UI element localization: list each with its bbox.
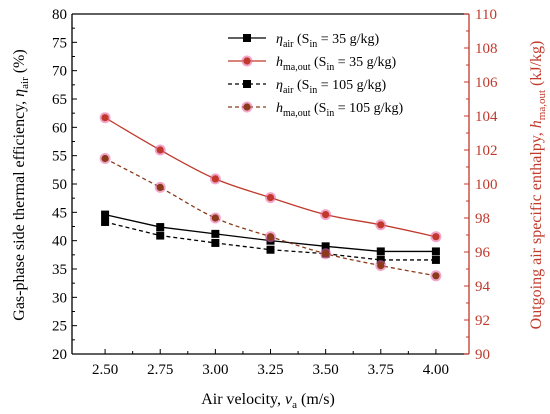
x-tick-label: 3.75: [368, 362, 394, 378]
y-left-tick-label: 80: [52, 7, 67, 23]
data-point-h35: [156, 146, 164, 154]
data-point-eta35: [431, 247, 440, 256]
data-point-eta35: [321, 242, 330, 251]
data-point-h35: [211, 175, 219, 183]
x-tick-label: 3.00: [202, 362, 228, 378]
data-point-eta105: [101, 217, 110, 226]
data-point-h35: [432, 233, 440, 241]
data-point-h105: [266, 233, 275, 241]
data-point-eta105: [156, 231, 165, 240]
y-left-tick-label: 50: [52, 177, 67, 193]
y-right-tick-label: 92: [475, 313, 490, 329]
y-left-tick-label: 30: [52, 290, 67, 306]
legend-marker-eta35: [243, 34, 251, 42]
y-left-tick-label: 45: [52, 205, 67, 221]
data-point-eta105: [266, 245, 275, 254]
x-axis-label: Air velocity, va (m/s): [201, 391, 335, 411]
legend-item-eta35: ηair (Sin = 35 g/kg): [228, 32, 380, 50]
legend-label-h105: hma,out (Sin = 105 g/kg): [276, 101, 404, 119]
data-point-h105: [432, 272, 440, 280]
data-point-h35: [266, 194, 275, 202]
y-right-tick-label: 96: [475, 245, 491, 261]
data-point-h105: [377, 262, 385, 270]
x-tick-label: 2.75: [147, 362, 173, 378]
y-left-tick-label: 55: [52, 149, 67, 165]
x-tick-label: 3.50: [313, 362, 339, 378]
y-right-tick-label: 104: [475, 109, 498, 125]
data-point-h105: [156, 183, 164, 191]
x-tick-label: 2.50: [92, 362, 118, 378]
data-point-h105: [101, 154, 109, 163]
y-left-tick-label: 20: [52, 347, 67, 363]
y-left-tick-label: 70: [52, 64, 67, 80]
series-h35: [99, 112, 442, 243]
data-point-h35: [377, 221, 385, 229]
y-left-tick-label: 60: [52, 120, 67, 136]
y-left-tick-label: 40: [52, 234, 67, 250]
legend-item-eta105: ηair (Sin = 105 g/kg): [228, 78, 387, 96]
tick-marks: [72, 13, 469, 355]
data-point-h35: [101, 114, 109, 122]
legend: ηair (Sin = 35 g/kg) hma,out (Sin = 35 g/…: [228, 32, 404, 119]
y-left-tick-label: 75: [52, 35, 67, 51]
data-point-eta35: [156, 223, 165, 232]
data-point-eta105: [211, 238, 220, 247]
y-left-tick-label: 65: [52, 92, 67, 108]
legend-label-h35: hma,out (Sin = 35 g/kg): [276, 55, 397, 73]
y-right-tick-label: 98: [475, 211, 490, 227]
y-right-tick-label: 108: [475, 41, 498, 57]
series-line-h35: [104, 117, 437, 238]
legend-label-eta105: ηair (Sin = 105 g/kg): [276, 78, 387, 96]
legend-marker-h35: [243, 57, 251, 65]
series-layer: [99, 112, 442, 282]
data-point-h35: [322, 211, 330, 219]
y-axis-right-label: Outgoing air specific enthalpy, hma,out …: [528, 41, 548, 330]
data-point-eta35: [376, 247, 385, 256]
data-point-eta35: [211, 229, 220, 238]
x-tick-label: 4.00: [423, 362, 449, 378]
legend-item-h35: hma,out (Sin = 35 g/kg): [228, 55, 397, 73]
y-right-tick-label: 102: [475, 143, 498, 159]
y-left-tick-label: 25: [52, 319, 67, 335]
legend-marker-eta105: [243, 80, 251, 88]
y-left-tick-label: 35: [52, 262, 67, 278]
legend-marker-h105: [243, 103, 251, 111]
legend-label-eta35: ηair (Sin = 35 g/kg): [276, 32, 380, 50]
tick-labels: 20 25 30 35 40 45 50 55 60 65 70 75 80 90 92 94 96 98 100 1…: [52, 7, 498, 378]
series-h105: [99, 153, 442, 282]
legend-item-h105: hma,out (Sin = 105 g/kg): [228, 101, 404, 119]
data-point-eta105: [376, 255, 385, 264]
y-right-tick-label: 94: [475, 279, 491, 295]
data-point-eta105: [431, 255, 440, 264]
data-point-eta35: [101, 210, 110, 219]
axes: [71, 13, 470, 355]
y-axis-left-label: Gas-phase side thermal efficiency, ηair …: [11, 49, 31, 320]
y-right-tick-label: 106: [475, 75, 498, 91]
y-right-tick-label: 100: [475, 177, 498, 193]
x-tick-label: 3.25: [257, 362, 283, 378]
series-line-h105: [104, 157, 437, 277]
y-right-tick-label: 90: [475, 347, 490, 363]
data-point-h105: [322, 250, 330, 258]
y-right-tick-label: 110: [475, 7, 497, 23]
data-point-h105: [211, 214, 219, 222]
